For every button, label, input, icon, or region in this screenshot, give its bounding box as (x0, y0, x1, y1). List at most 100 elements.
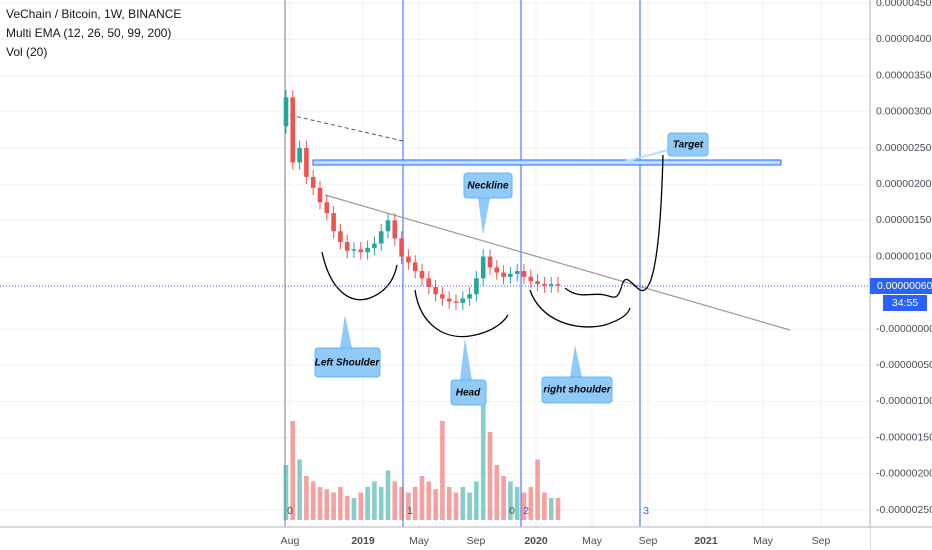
candle-body (331, 213, 336, 232)
event-marker: 0 (287, 505, 293, 517)
candle-body (542, 284, 547, 286)
volume-bar (378, 487, 384, 520)
y-tick-label: -0.00000150 (876, 431, 932, 443)
candle-body (453, 301, 459, 303)
last-price-box (870, 278, 932, 294)
candle-body (385, 220, 391, 232)
volume-bar (338, 487, 343, 520)
candle-body (392, 220, 398, 239)
candle-body (358, 249, 364, 253)
candle-body (324, 202, 330, 214)
y-tick-label: -0.00000250 (876, 504, 932, 516)
x-tick-label: 2021 (694, 535, 718, 547)
candle-body (344, 242, 350, 251)
volume-bar (508, 481, 513, 520)
volume-bar (460, 487, 466, 520)
volume-bar (351, 498, 357, 520)
x-tick-label: Sep (639, 535, 658, 547)
neckline (324, 194, 791, 331)
callout-pointer (460, 338, 472, 380)
y-tick-label: 0.00000150 (876, 214, 932, 226)
volume-bar (399, 487, 404, 520)
y-tick-label: 0.00000300 (876, 106, 932, 118)
left-shoulder-curve (321, 251, 398, 301)
y-tick-label: 0.00000200 (876, 178, 932, 190)
candle-body (514, 271, 520, 274)
candle-body (460, 298, 466, 303)
volume-bar (283, 465, 289, 520)
volume-bar (358, 492, 364, 520)
x-tick-label: May (582, 535, 603, 547)
candle-body (474, 278, 479, 295)
volume-bar (542, 492, 547, 520)
volume-bar (467, 492, 472, 520)
volume-bar (446, 487, 452, 520)
volume-bar (324, 489, 330, 520)
volume-bar (365, 487, 370, 520)
volume-bar (521, 492, 527, 520)
candle-body (290, 97, 296, 163)
volume-bar (440, 421, 445, 520)
volume-bar (501, 476, 506, 520)
x-tick-label: Sep (812, 535, 831, 547)
candle-body (406, 256, 411, 263)
event-marker: 2 (523, 505, 529, 517)
callout-text: right shoulder (543, 385, 611, 396)
event-marker: 1 (407, 505, 413, 517)
volume-bar (487, 432, 493, 520)
candle-body (426, 278, 432, 287)
candle-body (467, 294, 472, 299)
target-band (312, 159, 782, 166)
volume-bar (453, 492, 459, 520)
last-price-label: 0.00000060 (877, 280, 932, 292)
volume-bar (548, 498, 554, 520)
y-tick-label: -0.00000100 (876, 395, 932, 407)
candle-body (494, 267, 500, 273)
callout-pointer (478, 198, 490, 235)
volume-bar (392, 481, 398, 520)
volume-pane (283, 399, 561, 520)
volume-bar (412, 487, 418, 520)
volume-bar (385, 470, 391, 520)
volume-bar (514, 487, 520, 520)
volume-bar (433, 489, 438, 520)
volume-bar (310, 481, 316, 520)
candle-body (433, 286, 438, 295)
y-tick-label: 0.00000450 (876, 0, 932, 9)
candle-body (535, 281, 540, 285)
callout-text: Head (456, 388, 481, 399)
x-tick-label: Aug (281, 535, 300, 547)
volume-bar (480, 399, 486, 520)
candle-body (372, 243, 377, 248)
y-tick-label: -0.00000000 (876, 323, 932, 335)
y-tick-label: -0.00000050 (876, 359, 932, 371)
callout-pointer (340, 315, 352, 348)
candle-body (528, 276, 534, 282)
candles (283, 90, 561, 311)
axis-labels: 0.00000450 0.00000400 0.00000350 0.00000300… (281, 0, 932, 547)
candle-body (419, 271, 425, 279)
callout-box (541, 376, 613, 404)
candle-body (351, 249, 357, 251)
candle-body (338, 231, 343, 243)
x-tick-label: Sep (467, 535, 486, 547)
head-curve (414, 289, 509, 338)
trend-line (289, 114, 404, 142)
volume-bar (406, 492, 411, 520)
time-axis (0, 527, 870, 550)
y-tick-label: 0.00000100 (876, 250, 932, 262)
volume-bar (555, 498, 561, 520)
countdown-box (883, 295, 927, 311)
candle-body (521, 271, 527, 277)
candle-body (501, 272, 506, 277)
chart-title: VeChain / Bitcoin, 1W, BINANCE (6, 7, 181, 21)
volume-bar (331, 492, 336, 520)
x-tick-label: 2019 (351, 535, 375, 547)
volume-bar (474, 481, 479, 520)
x-tick-label: May (753, 535, 774, 547)
indicator-label: Multi EMA (12, 26, 50, 99, 200) (6, 26, 171, 40)
candle-body (297, 147, 302, 163)
projection-curve (564, 154, 664, 298)
indicator-label: Vol (20) (6, 45, 47, 59)
